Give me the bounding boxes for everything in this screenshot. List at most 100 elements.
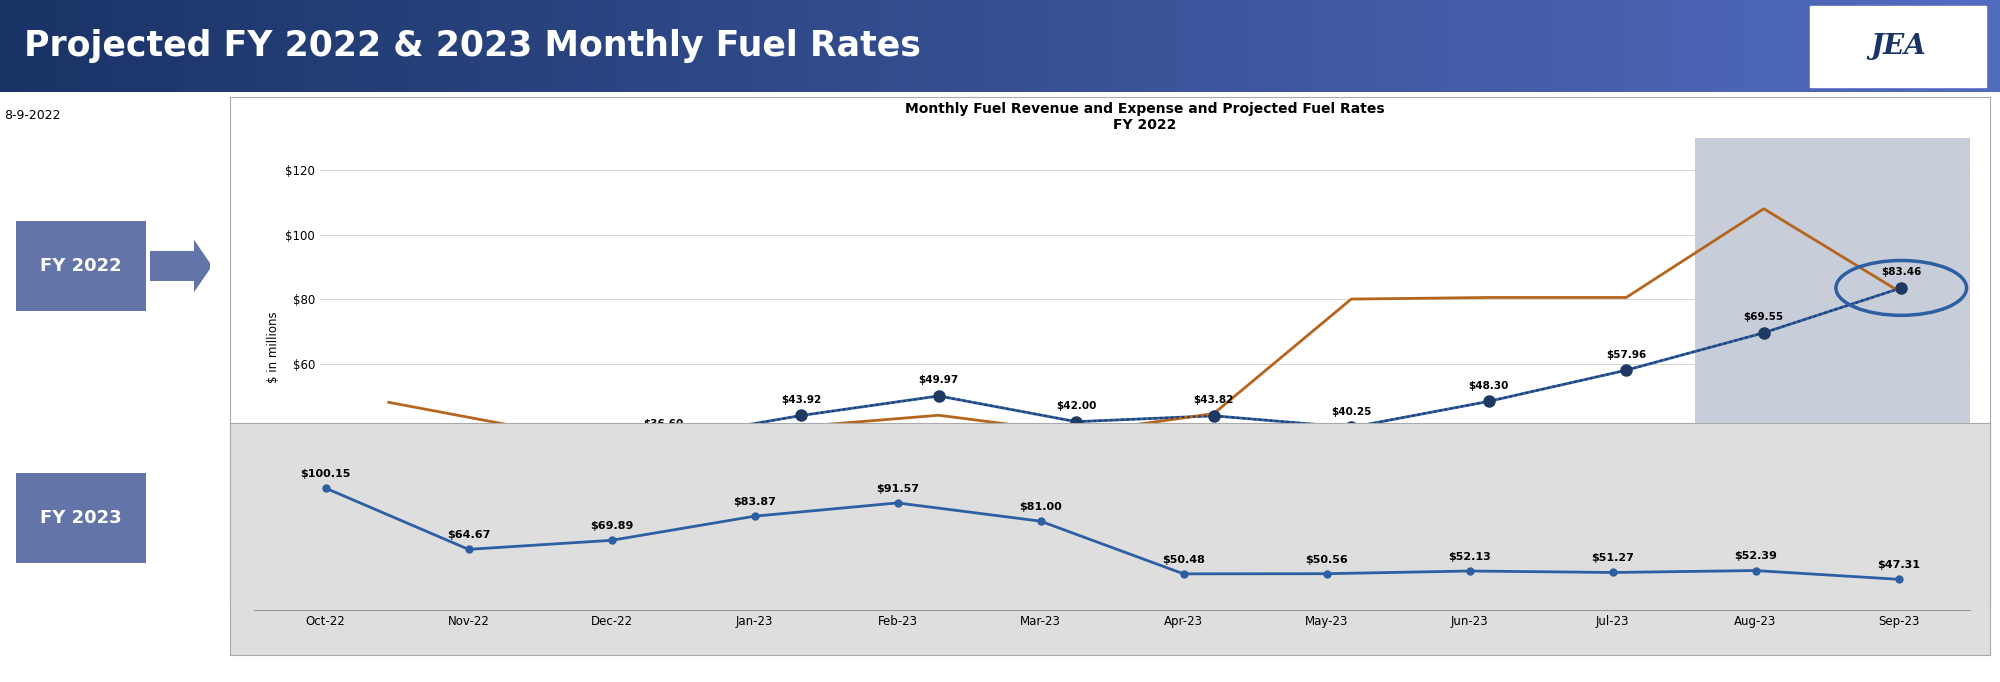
Bar <box>1576 0 1580 92</box>
Bar <box>1024 0 1028 92</box>
Bar <box>428 0 432 92</box>
Bar <box>1756 0 1760 92</box>
Bar <box>132 0 136 92</box>
Bar <box>1608 0 1612 92</box>
Bar <box>1928 0 1932 92</box>
Bar <box>4 0 8 92</box>
Bar <box>60 0 64 92</box>
Bar <box>1944 0 1948 92</box>
Bar <box>1248 0 1252 92</box>
Bar <box>792 0 796 92</box>
Bar <box>140 0 144 92</box>
Bar <box>1264 0 1268 92</box>
Bar <box>272 0 276 92</box>
Bar <box>1188 0 1192 92</box>
Bar <box>1916 0 1920 92</box>
Bar <box>1836 0 1840 92</box>
Bar <box>476 0 480 92</box>
Fuel Revenue ($ in millions) <box>1476 398 1500 406</box>
Bar <box>1224 0 1228 92</box>
Bar <box>1684 0 1688 92</box>
Bar <box>508 0 512 92</box>
Text: $51.27: $51.27 <box>1592 553 1634 563</box>
Bar <box>168 0 172 92</box>
Bar <box>1700 0 1704 92</box>
Bar <box>1624 0 1628 92</box>
Fuel & PP Expense ($ in millions) <box>1614 293 1638 301</box>
Bar <box>1400 0 1404 92</box>
Bar <box>1528 0 1532 92</box>
Bar <box>516 0 520 92</box>
Bar <box>1860 0 1864 92</box>
Bar <box>1924 0 1928 92</box>
Bar <box>1424 0 1428 92</box>
Bar <box>180 0 184 92</box>
Text: $100.15: $100.15 <box>300 469 350 479</box>
Bar <box>1988 0 1992 92</box>
Bar <box>384 0 388 92</box>
Text: $36.60: $36.60 <box>644 419 684 428</box>
Bar <box>752 0 756 92</box>
Line: Monthly Fuel Rate: Monthly Fuel Rate <box>384 282 1906 464</box>
Bar <box>684 0 688 92</box>
Bar <box>1488 0 1492 92</box>
Bar <box>604 0 608 92</box>
Bar <box>468 0 472 92</box>
Bar <box>1112 0 1116 92</box>
Text: $43.92: $43.92 <box>782 395 822 405</box>
Fuel & PP Expense ($ in millions) <box>1064 429 1088 437</box>
Bar <box>1280 0 1284 92</box>
Bar <box>1140 0 1144 92</box>
Bar <box>1776 0 1780 92</box>
Bar <box>1344 0 1348 92</box>
Bar <box>868 0 872 92</box>
Bar <box>1524 0 1528 92</box>
Bar <box>316 0 320 92</box>
Bar <box>1992 0 1996 92</box>
Bar <box>44 0 48 92</box>
Bar <box>1780 0 1784 92</box>
Monthly Fuel Rate <box>1614 366 1638 374</box>
Bar <box>332 0 336 92</box>
Bar <box>80 0 84 92</box>
Bar <box>1680 0 1684 92</box>
Bar <box>652 0 656 92</box>
Bar <box>136 0 140 92</box>
Bar <box>1632 0 1636 92</box>
Bar <box>1764 0 1768 92</box>
Bar <box>1936 0 1940 92</box>
Bar <box>1728 0 1732 92</box>
Bar <box>372 0 376 92</box>
Bar <box>548 0 552 92</box>
Bar <box>192 0 196 92</box>
Bar <box>1432 0 1436 92</box>
Bar <box>1748 0 1752 92</box>
Bar <box>24 0 28 92</box>
Bar <box>1176 0 1180 92</box>
Bar <box>732 0 736 92</box>
Bar <box>260 0 264 92</box>
Bar <box>144 0 148 92</box>
Bar <box>808 0 812 92</box>
Bar <box>964 0 968 92</box>
Bar <box>1584 0 1588 92</box>
Bar <box>1128 0 1132 92</box>
Bar <box>244 0 248 92</box>
Bar <box>1572 0 1576 92</box>
Bar <box>72 0 76 92</box>
Bar <box>252 0 256 92</box>
Bar <box>992 0 996 92</box>
Bar <box>812 0 816 92</box>
Monthly Fuel Rate <box>1476 398 1500 406</box>
Bar <box>596 0 600 92</box>
Bar <box>1920 0 1924 92</box>
Bar <box>1268 0 1272 92</box>
Bar <box>1032 0 1036 92</box>
FancyArrow shape <box>150 240 212 292</box>
Text: $81.00: $81.00 <box>1020 502 1062 512</box>
Bar <box>836 0 840 92</box>
Bar <box>1136 0 1140 92</box>
Bar <box>152 0 156 92</box>
Bar <box>796 0 800 92</box>
Bar <box>1260 0 1264 92</box>
